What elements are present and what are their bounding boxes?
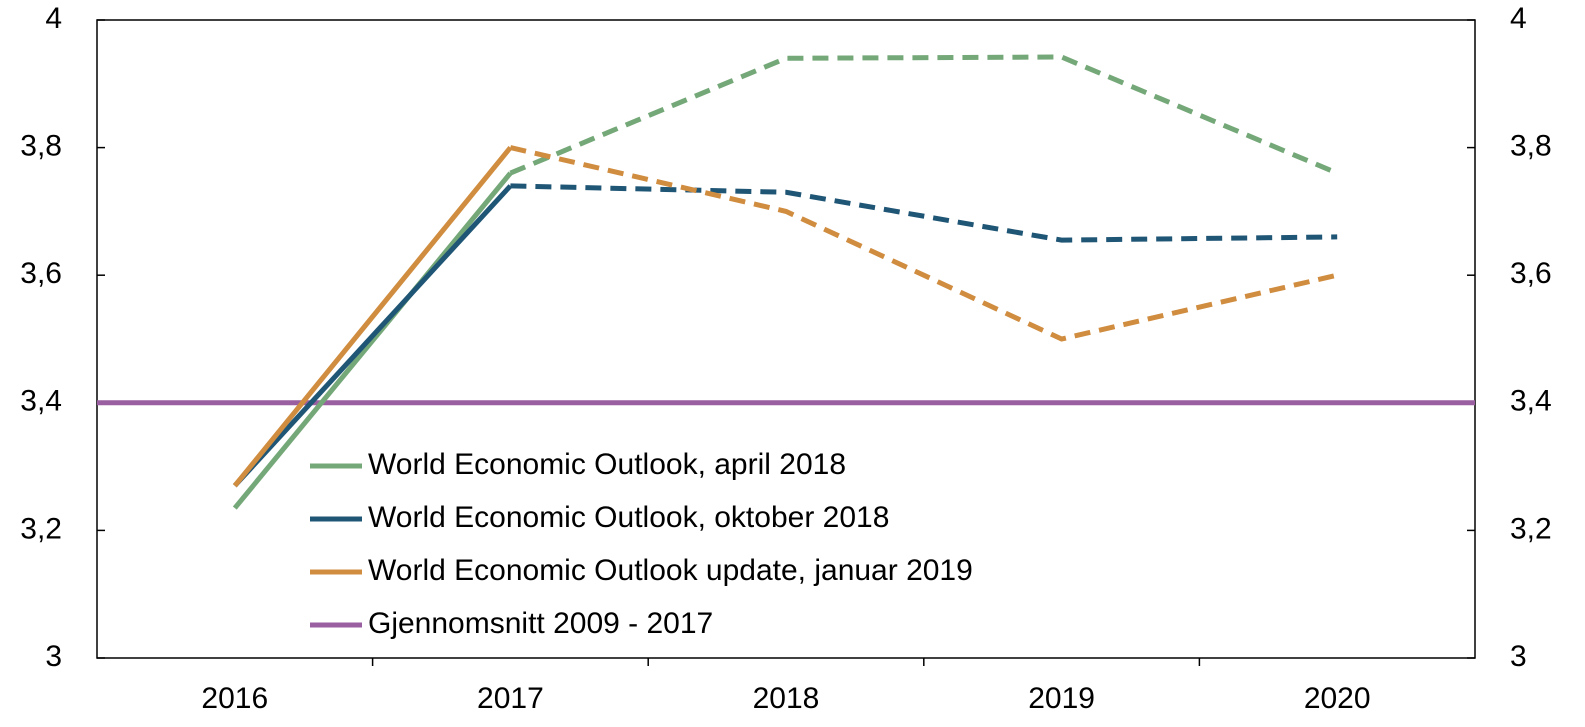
y2-tick-label: 3,4 bbox=[1510, 385, 1552, 418]
y2-tick-label: 4 bbox=[1510, 2, 1527, 35]
y-tick-label: 3,8 bbox=[20, 130, 62, 163]
series-line-dashed bbox=[509, 54, 1339, 176]
y-tick-label: 3,4 bbox=[20, 385, 62, 418]
x-tick-label: 2016 bbox=[201, 682, 268, 715]
series-line bbox=[232, 146, 513, 488]
y-tick-label: 3 bbox=[45, 640, 62, 673]
x-tick-label: 2020 bbox=[1304, 682, 1371, 715]
legend-label: World Economic Outlook, oktober 2018 bbox=[368, 501, 889, 534]
legend-label: World Economic Outlook update, januar 20… bbox=[368, 554, 973, 587]
y-tick-label: 4 bbox=[45, 2, 62, 35]
y2-tick-label: 3 bbox=[1510, 640, 1527, 673]
x-tick-label: 2017 bbox=[477, 682, 544, 715]
y2-tick-label: 3,8 bbox=[1510, 130, 1552, 163]
y2-tick-label: 3,2 bbox=[1510, 512, 1552, 545]
legend-label: Gjennomsnitt 2009 - 2017 bbox=[368, 607, 713, 640]
y2-tick-label: 3,6 bbox=[1510, 257, 1552, 290]
y-tick-label: 3,2 bbox=[20, 512, 62, 545]
x-tick-label: 2018 bbox=[753, 682, 820, 715]
series-line bbox=[232, 184, 513, 488]
series-line-dashed bbox=[509, 145, 1338, 342]
legend-label: World Economic Outlook, april 2018 bbox=[368, 448, 846, 481]
x-tick-label: 2019 bbox=[1028, 682, 1095, 715]
plot-frame bbox=[96, 19, 1476, 659]
y-tick-label: 3,6 bbox=[20, 257, 62, 290]
series-line bbox=[232, 171, 513, 510]
series-line-dashed bbox=[510, 183, 1338, 243]
